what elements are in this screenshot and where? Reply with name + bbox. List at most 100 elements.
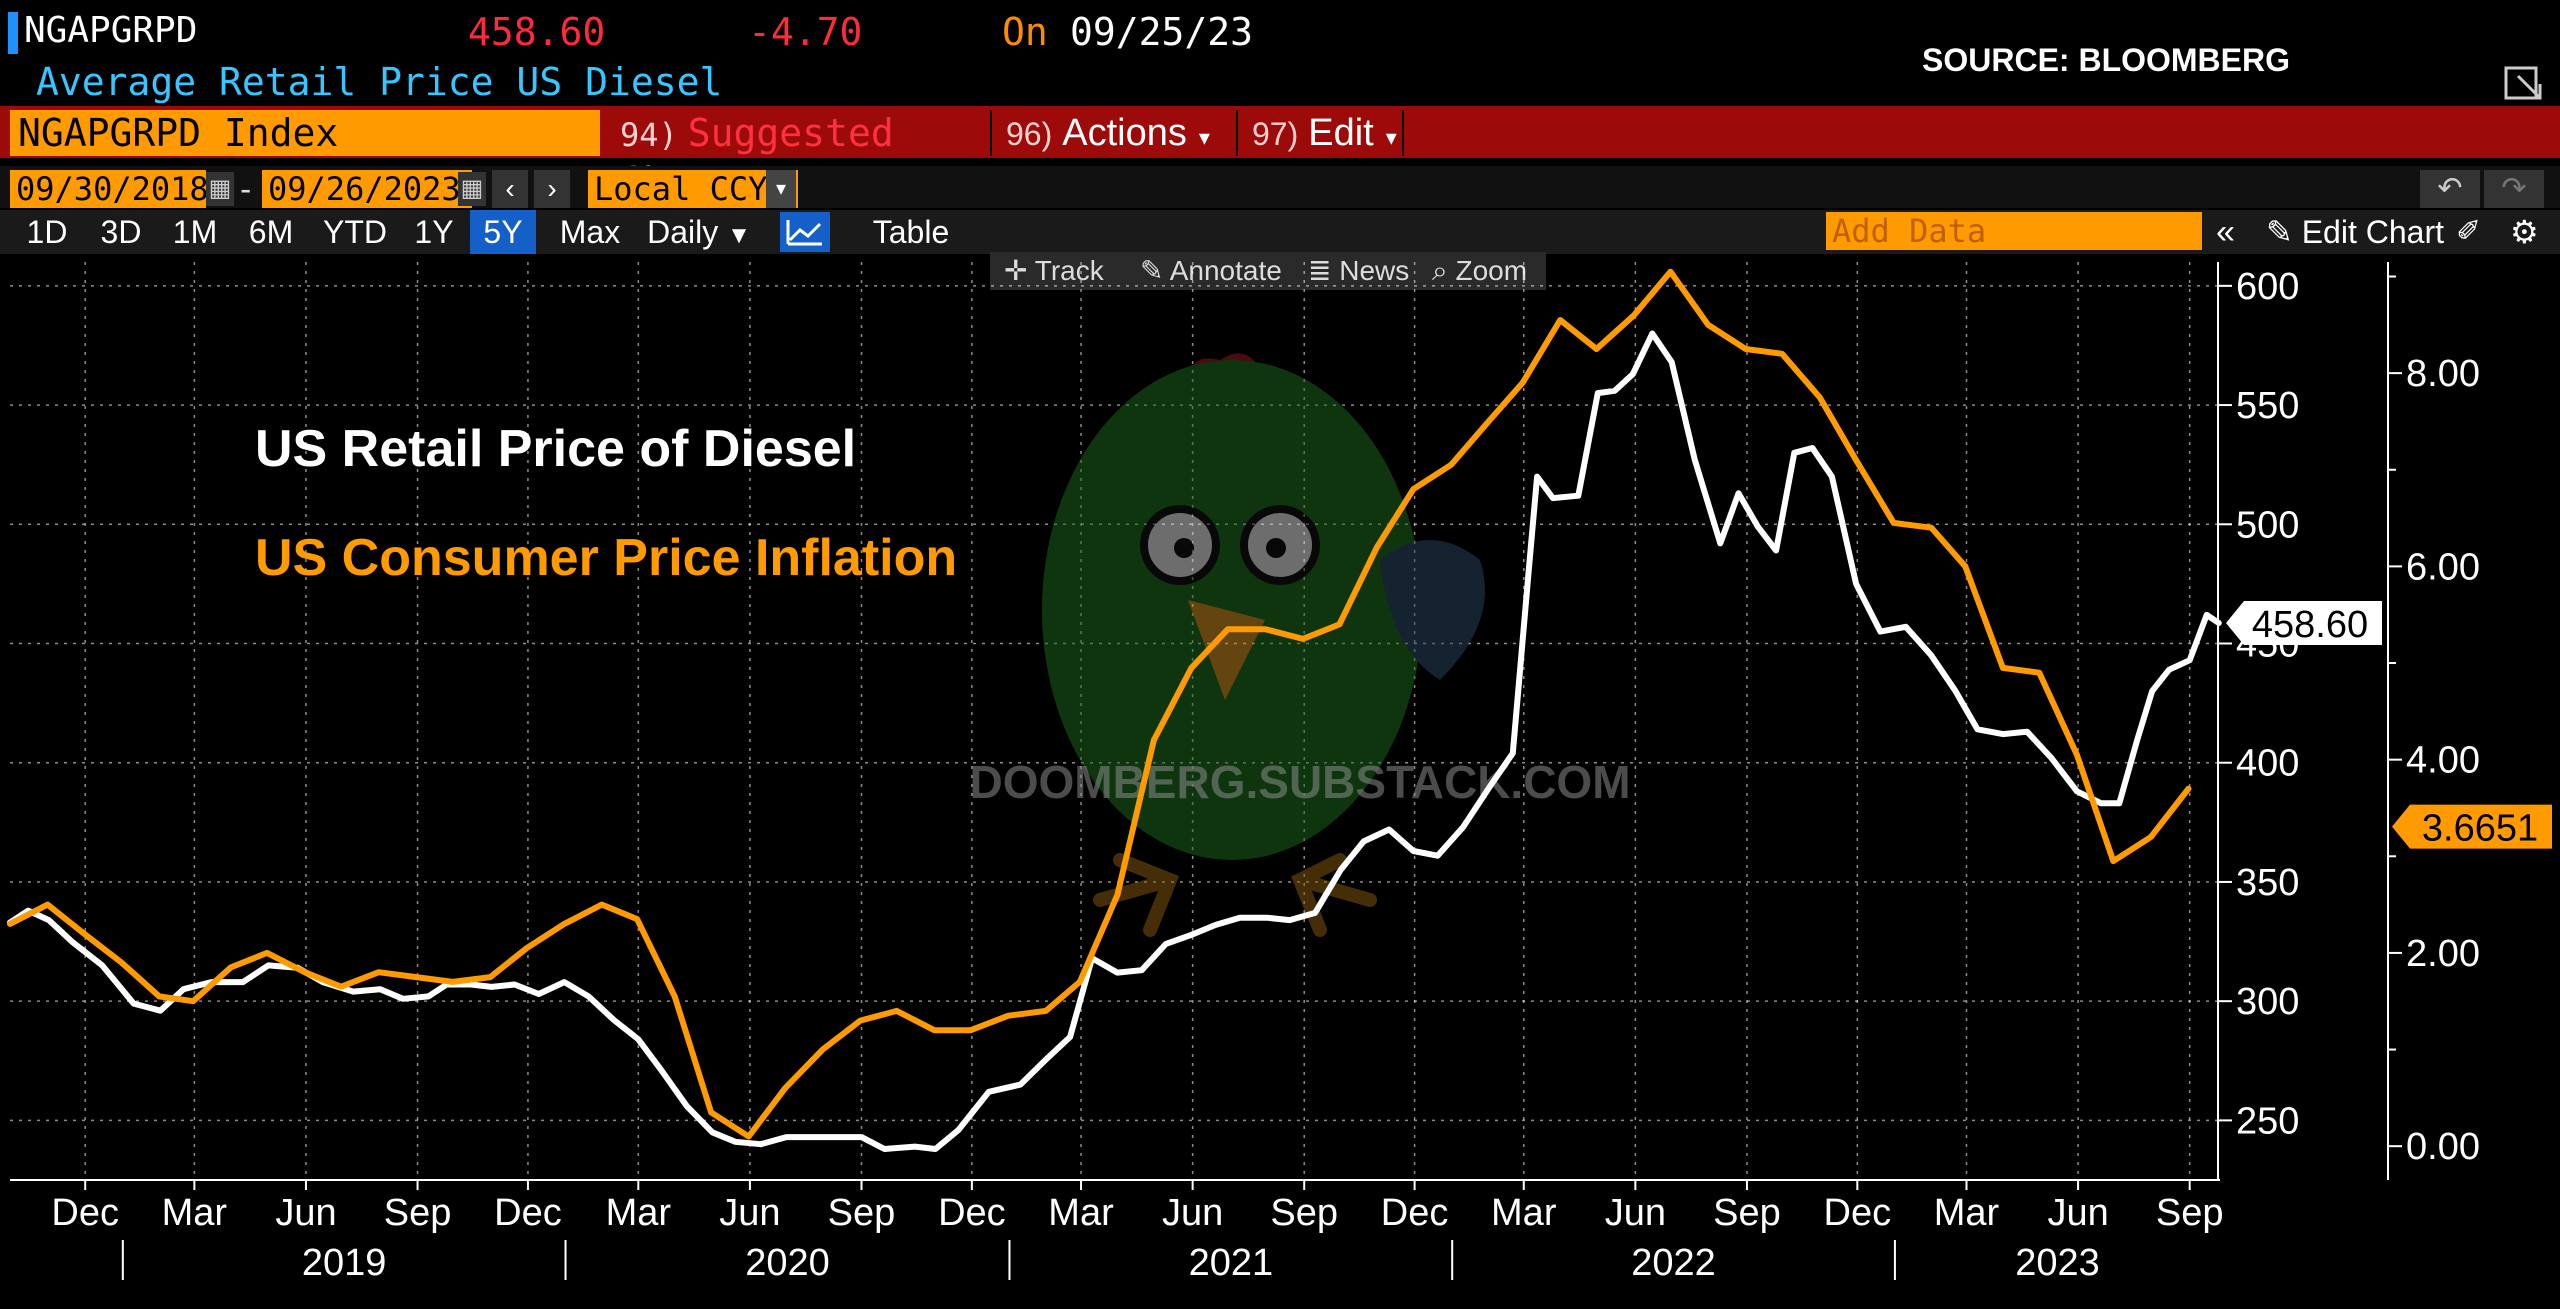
edit-chart-label: Edit Chart xyxy=(2301,214,2444,250)
x-tick-label: Jun xyxy=(1605,1192,1666,1234)
period-1m[interactable]: 1M xyxy=(172,214,218,250)
actions-label: Actions xyxy=(1062,112,1187,154)
scroll-left-icon[interactable]: ‹ xyxy=(492,170,528,208)
suggested-charts-button[interactable]: 94)Suggested Charts xyxy=(606,110,986,203)
ticker-marker xyxy=(8,12,18,54)
zoom-button[interactable]: ⌕ Zoom xyxy=(1432,252,1527,290)
chevron-down-icon: ▾ xyxy=(1385,125,1397,150)
y-left-tick-label: 250 xyxy=(2236,1100,2299,1142)
x-tick-label: Mar xyxy=(1491,1192,1557,1234)
last-price: 458.60 xyxy=(468,10,606,54)
x-tick-label: Mar xyxy=(606,1192,672,1234)
y-right-tick-label: 2.00 xyxy=(2406,933,2480,975)
x-year-label: 2023 xyxy=(2015,1242,2100,1284)
collapse-panel-icon[interactable]: « xyxy=(2216,213,2235,251)
magnifier-icon: ⌕ xyxy=(1432,255,1448,286)
x-year-label: 2021 xyxy=(1189,1242,1274,1284)
crosshair-icon: ✛ xyxy=(1004,255,1028,286)
end-date-field[interactable]: 09/26/2023 xyxy=(262,170,472,208)
line-chart-icon[interactable] xyxy=(780,212,830,252)
redo-icon[interactable]: ↷ xyxy=(2484,170,2544,208)
y-left-tick-label: 350 xyxy=(2236,862,2299,904)
annotate-button[interactable]: ✎ Annotate xyxy=(1140,252,1282,290)
x-year-label: 2022 xyxy=(1631,1242,1716,1284)
currency-select[interactable]: Local CCY xyxy=(588,170,798,208)
y-right-tick-label: 4.00 xyxy=(2406,740,2480,782)
last-value-diesel: 458.60 xyxy=(2252,604,2368,646)
actions-menu-button[interactable]: 96) Actions ▾ xyxy=(990,110,1230,156)
y-left-tick-label: 550 xyxy=(2236,385,2299,427)
period-5y[interactable]: 5Y xyxy=(470,210,536,254)
pencil-icon: ✎ xyxy=(2266,214,2293,250)
x-tick-label: Dec xyxy=(938,1192,1006,1234)
on-date: 09/25/23 xyxy=(1070,10,1254,54)
x-tick-label: Mar xyxy=(1048,1192,1114,1234)
source-label: SOURCE: BLOOMBERG xyxy=(1922,42,2290,78)
y-right-tick-label: 0.00 xyxy=(2406,1126,2480,1168)
series-line-cpi xyxy=(7,268,2192,1140)
ticker-symbol: NGAPGRPD xyxy=(24,10,198,51)
y-axis-left: 250 300 350 400 450 500 550 600 xyxy=(2217,262,2299,1180)
track-label: Track xyxy=(1034,255,1104,286)
y-left-tick-label: 500 xyxy=(2236,504,2299,546)
zoom-label: Zoom xyxy=(1455,255,1528,286)
period-1y[interactable]: 1Y xyxy=(414,214,454,250)
last-value-cpi: 3.6651 xyxy=(2422,808,2538,850)
news-icon: ≣ xyxy=(1308,255,1332,286)
security-description: Average Retail Price US Diesel xyxy=(36,60,723,104)
period-max[interactable]: Max xyxy=(559,214,621,250)
frequency-select[interactable]: Daily ▼ xyxy=(644,210,754,254)
period-3d[interactable]: 3D xyxy=(100,214,142,250)
calendar-icon[interactable]: ▦ xyxy=(206,172,234,206)
chevron-down-icon: ▾ xyxy=(1198,125,1210,150)
start-date-field[interactable]: 09/30/2018 xyxy=(10,170,209,208)
track-button[interactable]: ✛ Track xyxy=(1004,252,1104,290)
chevron-down-icon[interactable]: ▾ xyxy=(766,170,796,208)
x-tick-label: Sep xyxy=(384,1192,452,1234)
x-tick-label: Jun xyxy=(2047,1192,2108,1234)
security-index-field[interactable]: NGAPGRPD Index xyxy=(10,110,600,156)
period-6m[interactable]: 6M xyxy=(248,214,294,250)
last-value-tag-diesel xyxy=(2226,601,2382,646)
undo-icon[interactable]: ↶ xyxy=(2420,170,2480,208)
annotation-diesel: US Retail Price of Diesel xyxy=(255,420,856,478)
pen-icon: ✎ xyxy=(1140,255,1164,286)
y-left-tick-label: 600 xyxy=(2236,266,2299,308)
date-separator: - xyxy=(236,170,256,208)
x-tick-label: Sep xyxy=(1713,1192,1781,1234)
edit-settings-icon[interactable]: ✐ xyxy=(2456,215,2482,248)
last-value-labels: 458.60 3.6651 xyxy=(2226,601,2552,850)
x-tick-label: Sep xyxy=(2156,1192,2224,1234)
scroll-right-icon[interactable]: › xyxy=(534,170,570,208)
y-right-tick-label: 6.00 xyxy=(2406,546,2480,588)
y-axis-right: 0.00 2.00 4.00 6.00 8.00 xyxy=(2387,262,2480,1180)
on-label: On xyxy=(1002,10,1048,54)
x-tick-label: Sep xyxy=(1270,1192,1338,1234)
x-axis: Dec Mar Jun Sep Dec Mar Jun Sep Dec Mar Jun Sep Dec M… xyxy=(10,1179,2224,1284)
x-tick-label: Dec xyxy=(1824,1192,1892,1234)
x-tick-label: Dec xyxy=(494,1192,562,1234)
x-tick-label: Mar xyxy=(162,1192,228,1234)
edit-label: Edit xyxy=(1308,112,1374,154)
period-1d[interactable]: 1D xyxy=(26,214,68,250)
x-year-label: 2019 xyxy=(302,1242,387,1284)
edit-number: 97) xyxy=(1252,116,1299,152)
y-left-tick-label: 400 xyxy=(2236,743,2299,785)
news-button[interactable]: ≣ News xyxy=(1308,252,1409,290)
expand-window-icon[interactable] xyxy=(2504,62,2544,102)
x-year-label: 2020 xyxy=(745,1242,830,1284)
period-ytd[interactable]: YTD xyxy=(323,214,387,250)
add-data-input[interactable]: Add Data xyxy=(1826,212,2202,250)
triangle-down-icon: ▼ xyxy=(727,222,751,249)
x-tick-label: Dec xyxy=(51,1192,119,1234)
watermark-text: DOOMBERG.SUBSTACK.COM xyxy=(969,756,1630,808)
price-change: -4.70 xyxy=(748,10,863,54)
calendar-icon[interactable]: ▦ xyxy=(458,172,486,206)
last-value-tag-cpi xyxy=(2392,804,2552,849)
edit-chart-button[interactable]: ✎ Edit Chart xyxy=(2266,210,2444,254)
table-view-button[interactable]: Table xyxy=(872,214,950,250)
currency-value: Local CCY xyxy=(594,170,768,208)
gear-icon[interactable]: ⚙ xyxy=(2510,214,2539,250)
edit-menu-button[interactable]: 97) Edit ▾ xyxy=(1236,110,1404,156)
x-tick-label: Mar xyxy=(1934,1192,2000,1234)
